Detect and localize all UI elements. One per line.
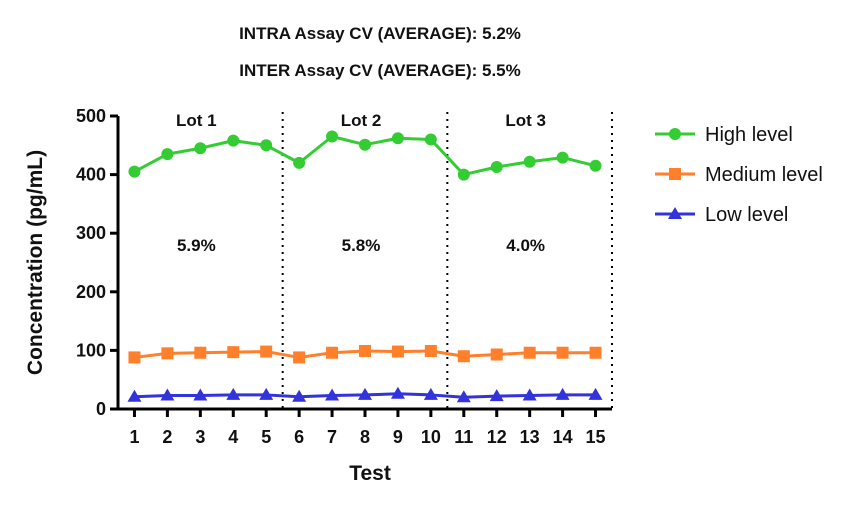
data-point-square [326,346,339,359]
lot-label: Lot 2 [341,111,382,130]
x-axis-title: Test [349,462,391,485]
data-point-square [293,351,306,364]
data-point-square [260,345,273,358]
data-point-circle [391,132,404,145]
legend-label: High level [705,124,793,146]
data-point-circle [523,155,536,168]
data-point-circle [293,156,306,169]
data-point-square [490,348,503,361]
data-point-square [161,347,174,360]
x-tick-label: 13 [520,427,540,447]
data-point-triangle [390,386,405,399]
chart-header: INTRA Assay CV (AVERAGE): 5.2% INTER Ass… [239,24,521,80]
data-point-triangle [226,387,241,400]
legend: High level Medium level Low level [655,124,823,226]
data-point-circle [227,134,240,147]
legend-label: Low level [705,204,788,226]
data-point-square [359,344,371,357]
intra-assay-cv-header: INTRA Assay CV (AVERAGE): 5.2% [239,24,521,43]
y-tick-label: 100 [76,340,106,360]
data-point-circle [589,159,602,172]
legend-item: Low level [655,204,788,226]
x-tick-label: 5 [261,427,271,447]
lot-label: Lot 3 [505,111,546,130]
y-tick-label: 400 [76,165,106,185]
x-tick-label: 10 [421,427,441,447]
data-point-square [556,346,569,359]
x-tick-label: 6 [294,427,304,447]
y-tick-label: 500 [76,106,106,126]
lot-label: Lot 1 [176,111,217,130]
data-point-triangle [522,388,537,401]
data-point-triangle [325,388,340,401]
y-axis-ticks: 0 100 200 300 400 500 [76,106,118,419]
data-point-circle [424,133,437,146]
data-point-triangle [588,387,603,400]
data-point-triangle [193,388,208,401]
data-point-circle [161,148,174,161]
x-tick-label: 14 [553,427,573,447]
data-point-square [589,346,602,359]
data-point-triangle [292,389,307,402]
lot-separators [281,112,613,409]
data-point-triangle [259,387,274,400]
legend-marker-square [669,168,681,180]
y-tick-label: 200 [76,282,106,302]
data-point-triangle [456,390,471,403]
x-tick-label: 8 [360,427,370,447]
lot-cv-label: 5.8% [342,236,381,255]
data-point-circle [194,142,207,155]
x-tick-label: 1 [129,427,139,447]
data-point-circle [556,151,569,164]
data-point-triangle [489,389,504,402]
data-point-square [227,346,240,359]
legend-label: Medium level [705,164,823,186]
data-point-triangle [358,387,372,400]
x-tick-label: 9 [393,427,403,447]
x-tick-label: 3 [195,427,205,447]
data-point-circle [457,168,470,181]
data-point-circle [128,165,141,178]
x-tick-label: 11 [454,427,473,447]
data-point-square [457,350,470,363]
data-point-square [194,346,207,359]
y-tick-label: 0 [96,399,106,419]
lot-cv-labels: 5.9% 5.8% 4.0% [177,236,545,255]
data-point-triangle [127,389,142,402]
legend-marker-circle [669,128,681,140]
data-point-triangle [423,387,438,400]
data-point-circle [359,138,371,151]
series-markers [127,130,603,403]
data-point-circle [260,139,273,152]
data-point-square [391,345,404,358]
lot-labels: Lot 1 Lot 2 Lot 3 [176,111,546,130]
lot-cv-label: 4.0% [506,236,545,255]
x-tick-label: 15 [586,427,606,447]
x-tick-label: 7 [327,427,337,447]
x-tick-label: 4 [228,427,238,447]
y-axis-title: Concentration (pg/mL) [24,150,47,375]
data-point-triangle [160,388,175,401]
x-tick-label: 12 [487,427,507,447]
data-point-square [424,344,437,357]
data-point-circle [326,130,339,143]
legend-marker-triangle [668,207,682,219]
data-point-triangle [555,387,570,400]
legend-item: High level [655,124,793,146]
data-point-square [523,346,536,359]
x-tick-label: 2 [162,427,172,447]
data-point-circle [490,160,503,173]
x-axis-ticks: 1 2 3 4 5 6 7 8 9 10 11 12 13 14 15 [129,409,606,447]
data-point-square [128,351,141,364]
lot-cv-label: 5.9% [177,236,216,255]
y-tick-label: 300 [76,223,106,243]
legend-item: Medium level [655,164,823,186]
inter-assay-cv-header: INTER Assay CV (AVERAGE): 5.5% [239,61,521,80]
